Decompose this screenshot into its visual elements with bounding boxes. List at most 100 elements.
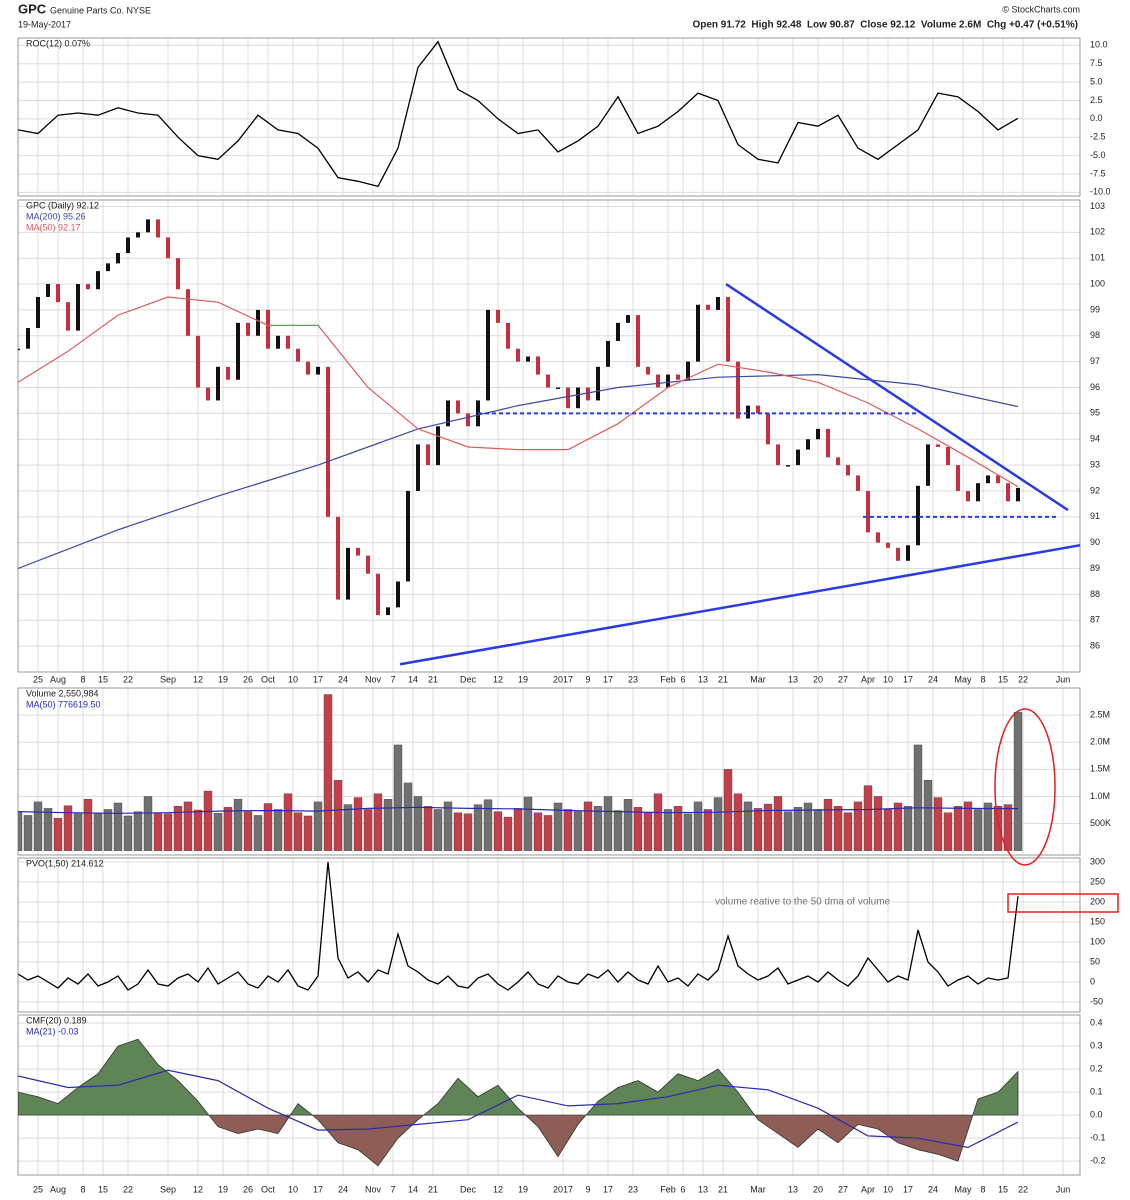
price-candle [386, 607, 390, 616]
price-candle [986, 475, 990, 484]
x-tick-label: Jun [1056, 1184, 1071, 1194]
price-candle [446, 400, 450, 427]
x-tick-label: 20 [813, 674, 823, 684]
price-candle [236, 322, 240, 380]
price-candle [326, 366, 330, 517]
price-candle [186, 289, 190, 336]
price-candle [856, 475, 860, 491]
x-tick-label: 12 [493, 674, 503, 684]
price-candle [846, 465, 850, 476]
volume-bar [473, 804, 483, 851]
x-tick-label: Dec [460, 1184, 477, 1194]
x-tick-label: 19 [518, 1184, 528, 1194]
legend-entry: GPC (Daily) 92.12 [26, 200, 99, 210]
volume-bar [713, 797, 723, 851]
y-tick-label: 86 [1090, 641, 1100, 651]
price-candle [286, 335, 290, 349]
volume-bar [853, 801, 863, 851]
volume-bar [323, 694, 333, 851]
price-candle [726, 296, 730, 362]
legend-entry: MA(50) 92.17 [26, 222, 81, 232]
volume-bar [843, 812, 853, 851]
x-tick-label: 15 [98, 1184, 108, 1194]
price-candle [796, 449, 800, 466]
x-tick-label: 22 [1018, 674, 1028, 684]
volume-bar [113, 802, 123, 851]
x-tick-label: 8 [980, 1184, 985, 1194]
x-tick-label: 24 [928, 1184, 938, 1194]
y-tick-label: 97 [1090, 356, 1100, 366]
volume-bar [723, 769, 733, 851]
volume-bar [303, 815, 313, 851]
price-candle [706, 304, 710, 310]
volume-bar [513, 808, 523, 851]
x-tick-label: 17 [603, 1184, 613, 1194]
moving-average-line [18, 296, 1019, 488]
x-tick-label: Aug [50, 674, 66, 684]
price-candle [626, 315, 630, 323]
volume-bar [433, 809, 443, 851]
price-candle [786, 465, 790, 467]
x-tick-label: 12 [193, 674, 203, 684]
price-candle [76, 284, 80, 331]
x-tick-label: 17 [903, 1184, 913, 1194]
price-candle [136, 232, 140, 238]
x-tick-label: 25 [33, 1184, 43, 1194]
volume-bar [423, 806, 433, 851]
annotation: volume reative to the 50 dma of volume [715, 897, 891, 908]
x-tick-label: 22 [123, 674, 133, 684]
price-candle [896, 547, 900, 561]
x-tick-label: Jun [1056, 674, 1071, 684]
volume-bar [173, 806, 183, 851]
x-tick-label: 26 [243, 674, 253, 684]
price-candle [146, 219, 150, 233]
trendline [725, 283, 1069, 512]
price-candle [26, 328, 30, 349]
volume-bar [523, 796, 533, 851]
y-tick-label: -5.0 [1090, 150, 1106, 160]
y-tick-label: 10.0 [1090, 40, 1108, 50]
highlight-box [1007, 893, 1119, 913]
y-tick-label: -7.5 [1090, 168, 1106, 178]
volume-bar [293, 812, 303, 851]
price-candle [316, 366, 320, 375]
x-tick-label: 9 [585, 674, 590, 684]
price-candle [56, 284, 60, 303]
volume-bar [973, 809, 983, 851]
volume-bar [403, 782, 413, 851]
moving-average-line [18, 1069, 1019, 1149]
volume-bar [563, 809, 573, 851]
volume-bar [943, 812, 953, 851]
price-candle [616, 322, 620, 341]
plot-area [18, 40, 1019, 188]
volume-bar [993, 806, 1003, 851]
volume-bar [953, 806, 963, 851]
legend-entry: MA(200) 95.26 [26, 211, 86, 221]
x-tick-label: 14 [408, 1184, 418, 1194]
volume-bar [193, 809, 203, 851]
price-candle [546, 374, 550, 388]
price-candle [1006, 483, 1010, 502]
price-candle [596, 366, 600, 401]
price-candle [86, 284, 90, 290]
panel-frame [17, 199, 1081, 673]
x-tick-label: 13 [698, 1184, 708, 1194]
volume-bar [263, 803, 273, 851]
x-tick-label: 21 [718, 674, 728, 684]
volume-bar [703, 809, 713, 851]
volume-bar [163, 813, 173, 851]
x-tick-label: 15 [998, 1184, 1008, 1194]
y-tick-label: 1.5M [1090, 764, 1110, 774]
volume-bar [923, 779, 933, 851]
price-candle [996, 475, 1000, 484]
volume-bar [863, 785, 873, 851]
y-tick-label: 95 [1090, 408, 1100, 418]
price-candle [96, 271, 100, 290]
volume-bar [623, 798, 633, 851]
price-candle [936, 444, 940, 447]
volume-bar [983, 802, 993, 851]
y-tick-label: 200 [1090, 896, 1105, 906]
panel-frame [17, 857, 1081, 1013]
x-tick-label: 21 [428, 674, 438, 684]
y-tick-label: 2.5 [1090, 95, 1103, 105]
